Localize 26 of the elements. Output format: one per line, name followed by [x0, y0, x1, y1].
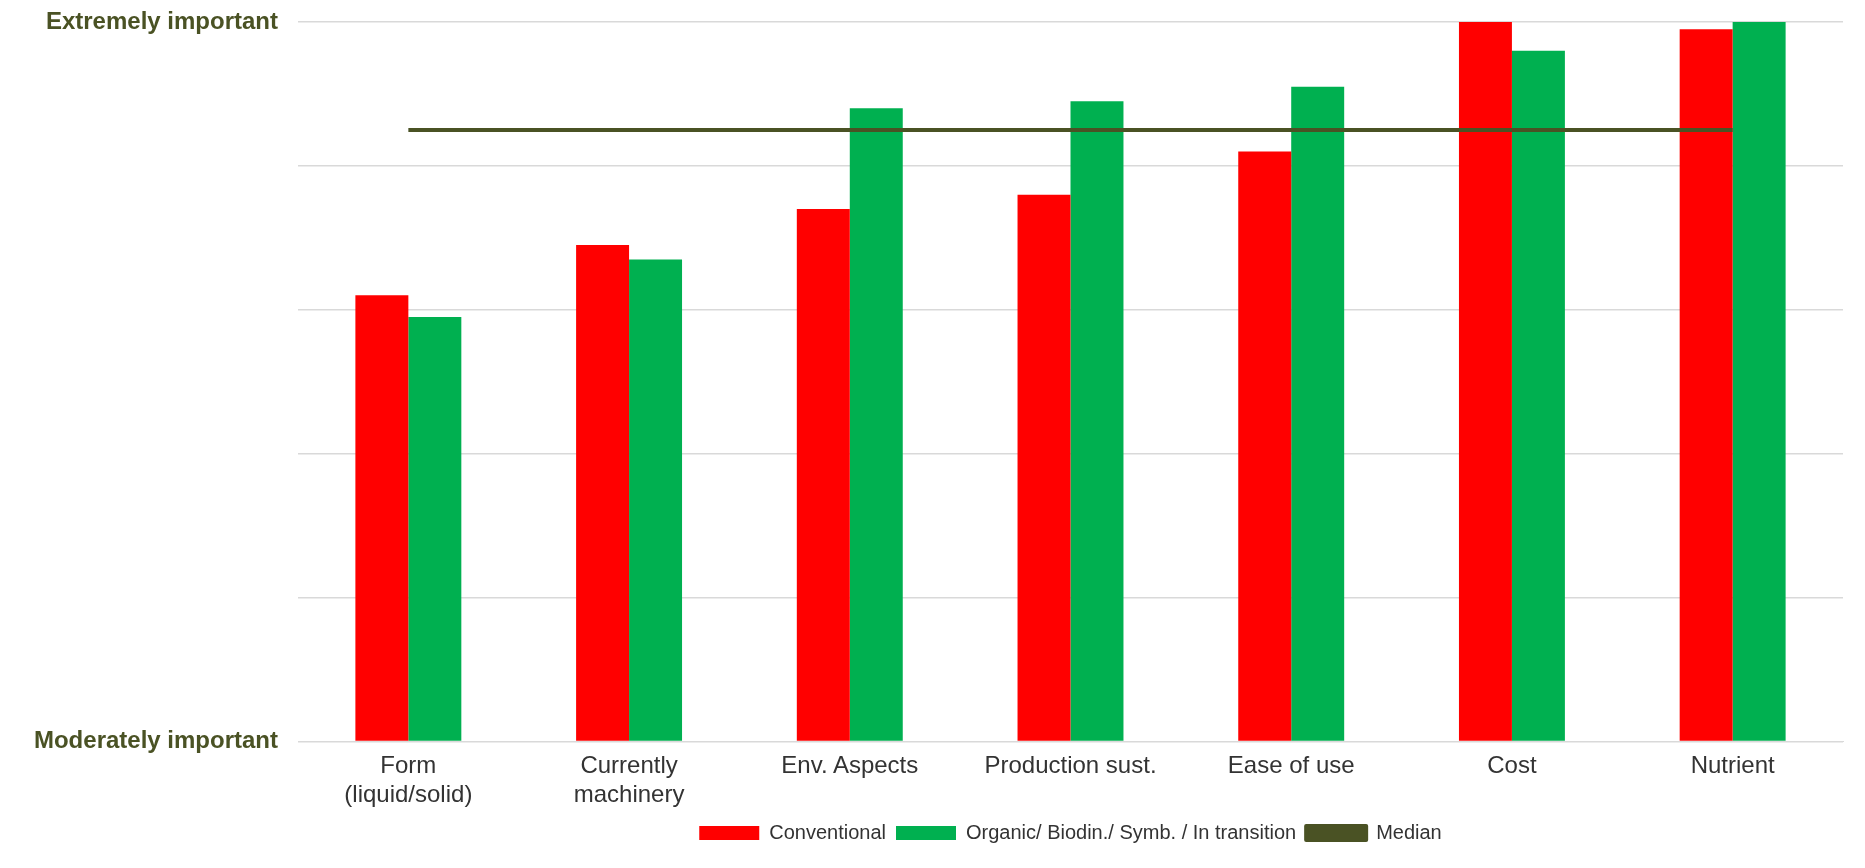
- bar: [576, 245, 630, 741]
- bar: [1458, 22, 1512, 741]
- legend-label: Conventional: [769, 820, 886, 843]
- bar: [355, 295, 409, 741]
- bar: [1511, 50, 1565, 741]
- bar: [629, 259, 683, 741]
- bar: [1291, 86, 1345, 741]
- x-tick-label: Currently machinery: [573, 751, 685, 808]
- x-tick-label: Cost: [1487, 751, 1537, 779]
- bar: [1070, 101, 1124, 741]
- bar: [849, 108, 903, 741]
- bar: [1017, 194, 1071, 741]
- bar: [796, 209, 850, 741]
- bar: [1679, 29, 1733, 741]
- legend-label: Median: [1376, 820, 1442, 843]
- text: Moderately important: [33, 726, 279, 754]
- bar: [408, 316, 462, 741]
- legend-label: Organic/ Biodin./ Symb. / In transition: [966, 820, 1297, 843]
- bar: [1238, 151, 1292, 741]
- x-tick-label: Production sust.: [984, 751, 1157, 779]
- x-tick-label: Ease of use: [1227, 751, 1355, 779]
- text: Extremely important: [45, 6, 278, 34]
- bar: [1732, 22, 1786, 741]
- x-tick-label: Nutrient: [1690, 751, 1775, 779]
- x-tick-label: Env. Aspects: [781, 751, 919, 779]
- x-tick-label: Form (liquid/solid): [344, 751, 473, 808]
